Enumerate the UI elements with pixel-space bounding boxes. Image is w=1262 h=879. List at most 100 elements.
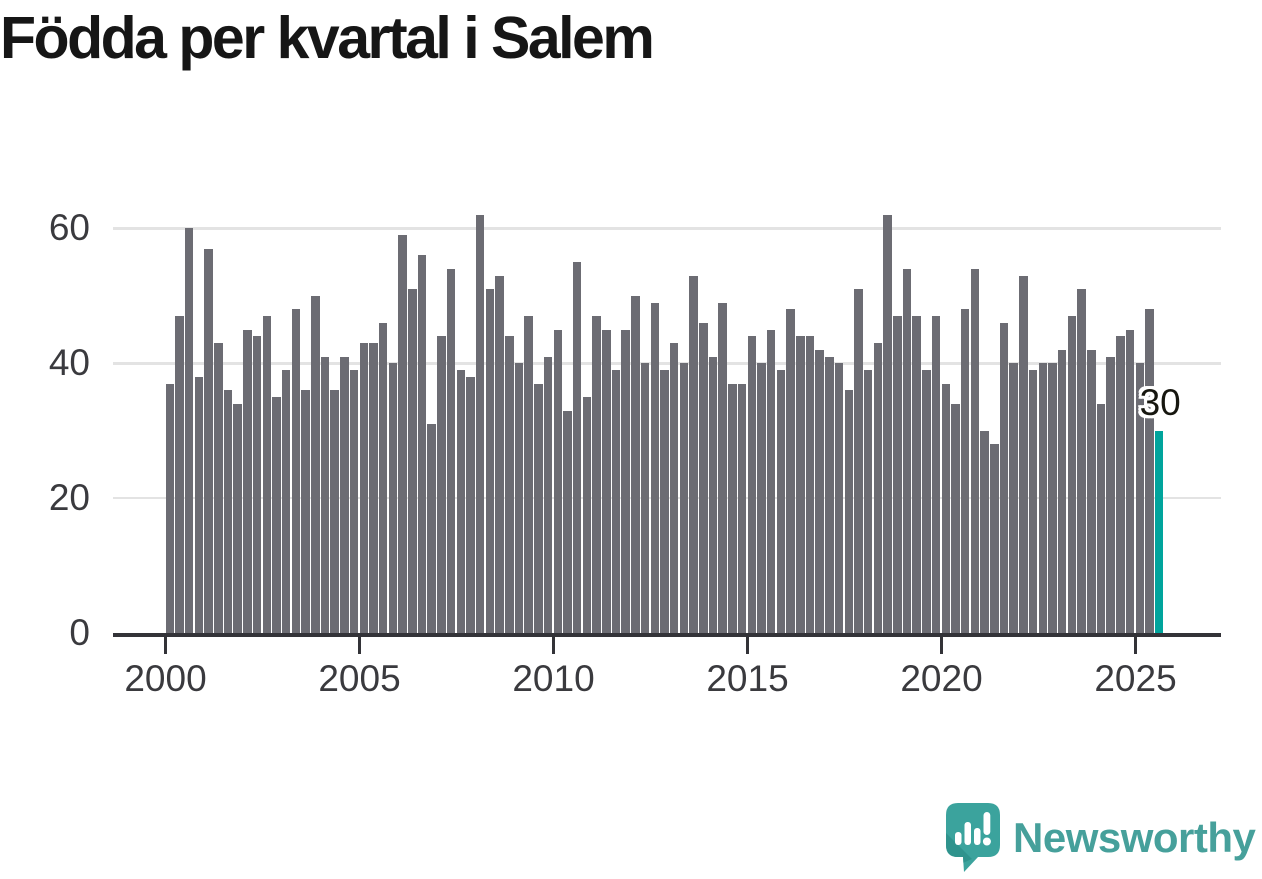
bar <box>1077 289 1086 633</box>
chart-title: Födda per kvartal i Salem <box>0 5 655 71</box>
bar <box>980 430 989 633</box>
bar <box>543 356 553 633</box>
bar <box>699 322 708 633</box>
bar <box>931 316 941 633</box>
x-axis-tick-label: 2025 <box>1094 658 1177 699</box>
bar <box>747 336 757 633</box>
bar <box>524 316 533 633</box>
bar <box>776 370 786 633</box>
bar <box>1106 356 1115 633</box>
bar <box>252 336 262 633</box>
bar <box>941 383 951 633</box>
bar <box>204 248 213 633</box>
bar <box>757 363 766 633</box>
bar <box>243 329 252 633</box>
bar <box>272 397 281 633</box>
bar <box>728 383 737 633</box>
y-axis-tick-label: 60 <box>48 207 90 249</box>
bar <box>446 268 456 633</box>
bar <box>660 370 669 633</box>
x-axis-tick-label: 2000 <box>124 658 207 699</box>
bar <box>883 214 892 633</box>
bar <box>689 275 698 633</box>
bar <box>340 356 349 633</box>
bar <box>349 370 359 633</box>
x-axis-tickmark <box>163 637 168 654</box>
bar <box>844 390 854 633</box>
bar <box>1135 363 1145 633</box>
bar <box>621 329 630 633</box>
x-axis-tickmark <box>939 637 944 654</box>
x-axis-tickmark <box>357 637 362 654</box>
bar <box>902 268 912 633</box>
bar <box>495 275 504 633</box>
x-axis-tickmark <box>745 637 750 654</box>
bar <box>214 343 223 633</box>
bar <box>669 343 679 633</box>
bar <box>854 289 863 633</box>
y-axis-tick-label: 20 <box>48 477 90 519</box>
bar <box>922 370 931 633</box>
bar <box>1028 370 1038 633</box>
bar <box>999 322 1009 633</box>
bar <box>330 390 339 633</box>
bar-highlighted <box>1154 430 1164 633</box>
bar <box>262 316 272 633</box>
y-axis-tick-label: 40 <box>48 342 90 384</box>
bar <box>951 403 960 633</box>
bar <box>466 376 475 633</box>
bar <box>1038 363 1048 633</box>
bar <box>311 295 320 633</box>
bar <box>485 289 495 633</box>
gridline <box>113 227 1221 230</box>
bar <box>378 322 388 633</box>
bar <box>611 370 621 633</box>
bar <box>281 370 291 633</box>
bar <box>408 289 417 633</box>
bar <box>960 309 970 633</box>
mini-bar-chart-glyph <box>955 822 981 845</box>
bar <box>1009 363 1018 633</box>
bar <box>175 316 184 633</box>
bar <box>873 343 883 633</box>
bar <box>1116 336 1125 633</box>
bar <box>1096 403 1106 633</box>
bar <box>1087 349 1096 633</box>
bar <box>563 410 572 633</box>
speech-bubble-shape <box>946 803 1000 872</box>
bar <box>359 343 369 633</box>
x-axis-tickmark <box>1133 637 1138 654</box>
bar <box>592 316 601 633</box>
bar <box>165 383 175 633</box>
bar <box>184 228 194 633</box>
newsworthy-logo: Newsworthy <box>946 803 1256 873</box>
gridline <box>113 362 1221 365</box>
x-axis-tick-label: 2015 <box>706 658 789 699</box>
bar <box>893 316 902 633</box>
highlight-value-label: 30 <box>1139 382 1181 423</box>
x-axis-tick-label: 2010 <box>512 658 595 699</box>
bar <box>194 376 204 633</box>
bar <box>834 363 844 633</box>
bar <box>863 370 873 633</box>
bar <box>650 302 660 633</box>
bar <box>582 397 592 633</box>
bar <box>602 329 611 633</box>
bar <box>1048 363 1057 633</box>
newsworthy-icon <box>946 803 1000 872</box>
bar <box>398 235 407 633</box>
bar <box>1067 316 1077 633</box>
bar <box>572 262 582 633</box>
x-axis-tickmark <box>551 637 556 654</box>
y-axis-tick-label: 0 <box>69 612 90 653</box>
bar <box>505 336 514 633</box>
bar <box>534 383 543 633</box>
x-axis-tick-label: 2020 <box>900 658 983 699</box>
exclamation-icon <box>982 812 991 846</box>
bar <box>1145 309 1154 633</box>
bar <box>417 255 427 633</box>
bar <box>737 383 747 633</box>
bar <box>1125 329 1135 633</box>
bar <box>553 329 563 633</box>
